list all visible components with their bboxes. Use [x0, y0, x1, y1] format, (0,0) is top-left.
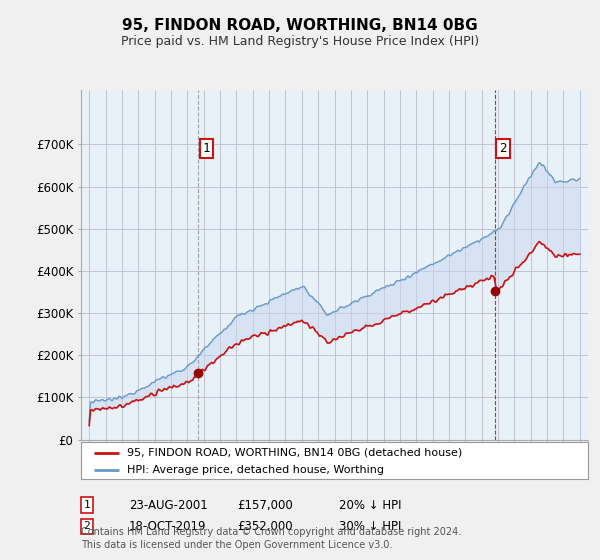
Text: Price paid vs. HM Land Registry's House Price Index (HPI): Price paid vs. HM Land Registry's House … [121, 35, 479, 49]
Text: Contains HM Land Registry data © Crown copyright and database right 2024.
This d: Contains HM Land Registry data © Crown c… [81, 527, 461, 550]
Text: 95, FINDON ROAD, WORTHING, BN14 0BG: 95, FINDON ROAD, WORTHING, BN14 0BG [122, 18, 478, 32]
Text: 2: 2 [500, 142, 507, 155]
Text: 95, FINDON ROAD, WORTHING, BN14 0BG (detached house): 95, FINDON ROAD, WORTHING, BN14 0BG (det… [127, 447, 462, 458]
Text: £157,000: £157,000 [237, 498, 293, 512]
Text: 1: 1 [83, 500, 91, 510]
Text: 20% ↓ HPI: 20% ↓ HPI [339, 498, 401, 512]
Text: £352,000: £352,000 [237, 520, 293, 533]
Text: HPI: Average price, detached house, Worthing: HPI: Average price, detached house, Wort… [127, 465, 383, 475]
Text: 2: 2 [83, 521, 91, 531]
Text: 30% ↓ HPI: 30% ↓ HPI [339, 520, 401, 533]
Text: 1: 1 [203, 142, 210, 155]
Text: 18-OCT-2019: 18-OCT-2019 [129, 520, 206, 533]
Text: 23-AUG-2001: 23-AUG-2001 [129, 498, 208, 512]
